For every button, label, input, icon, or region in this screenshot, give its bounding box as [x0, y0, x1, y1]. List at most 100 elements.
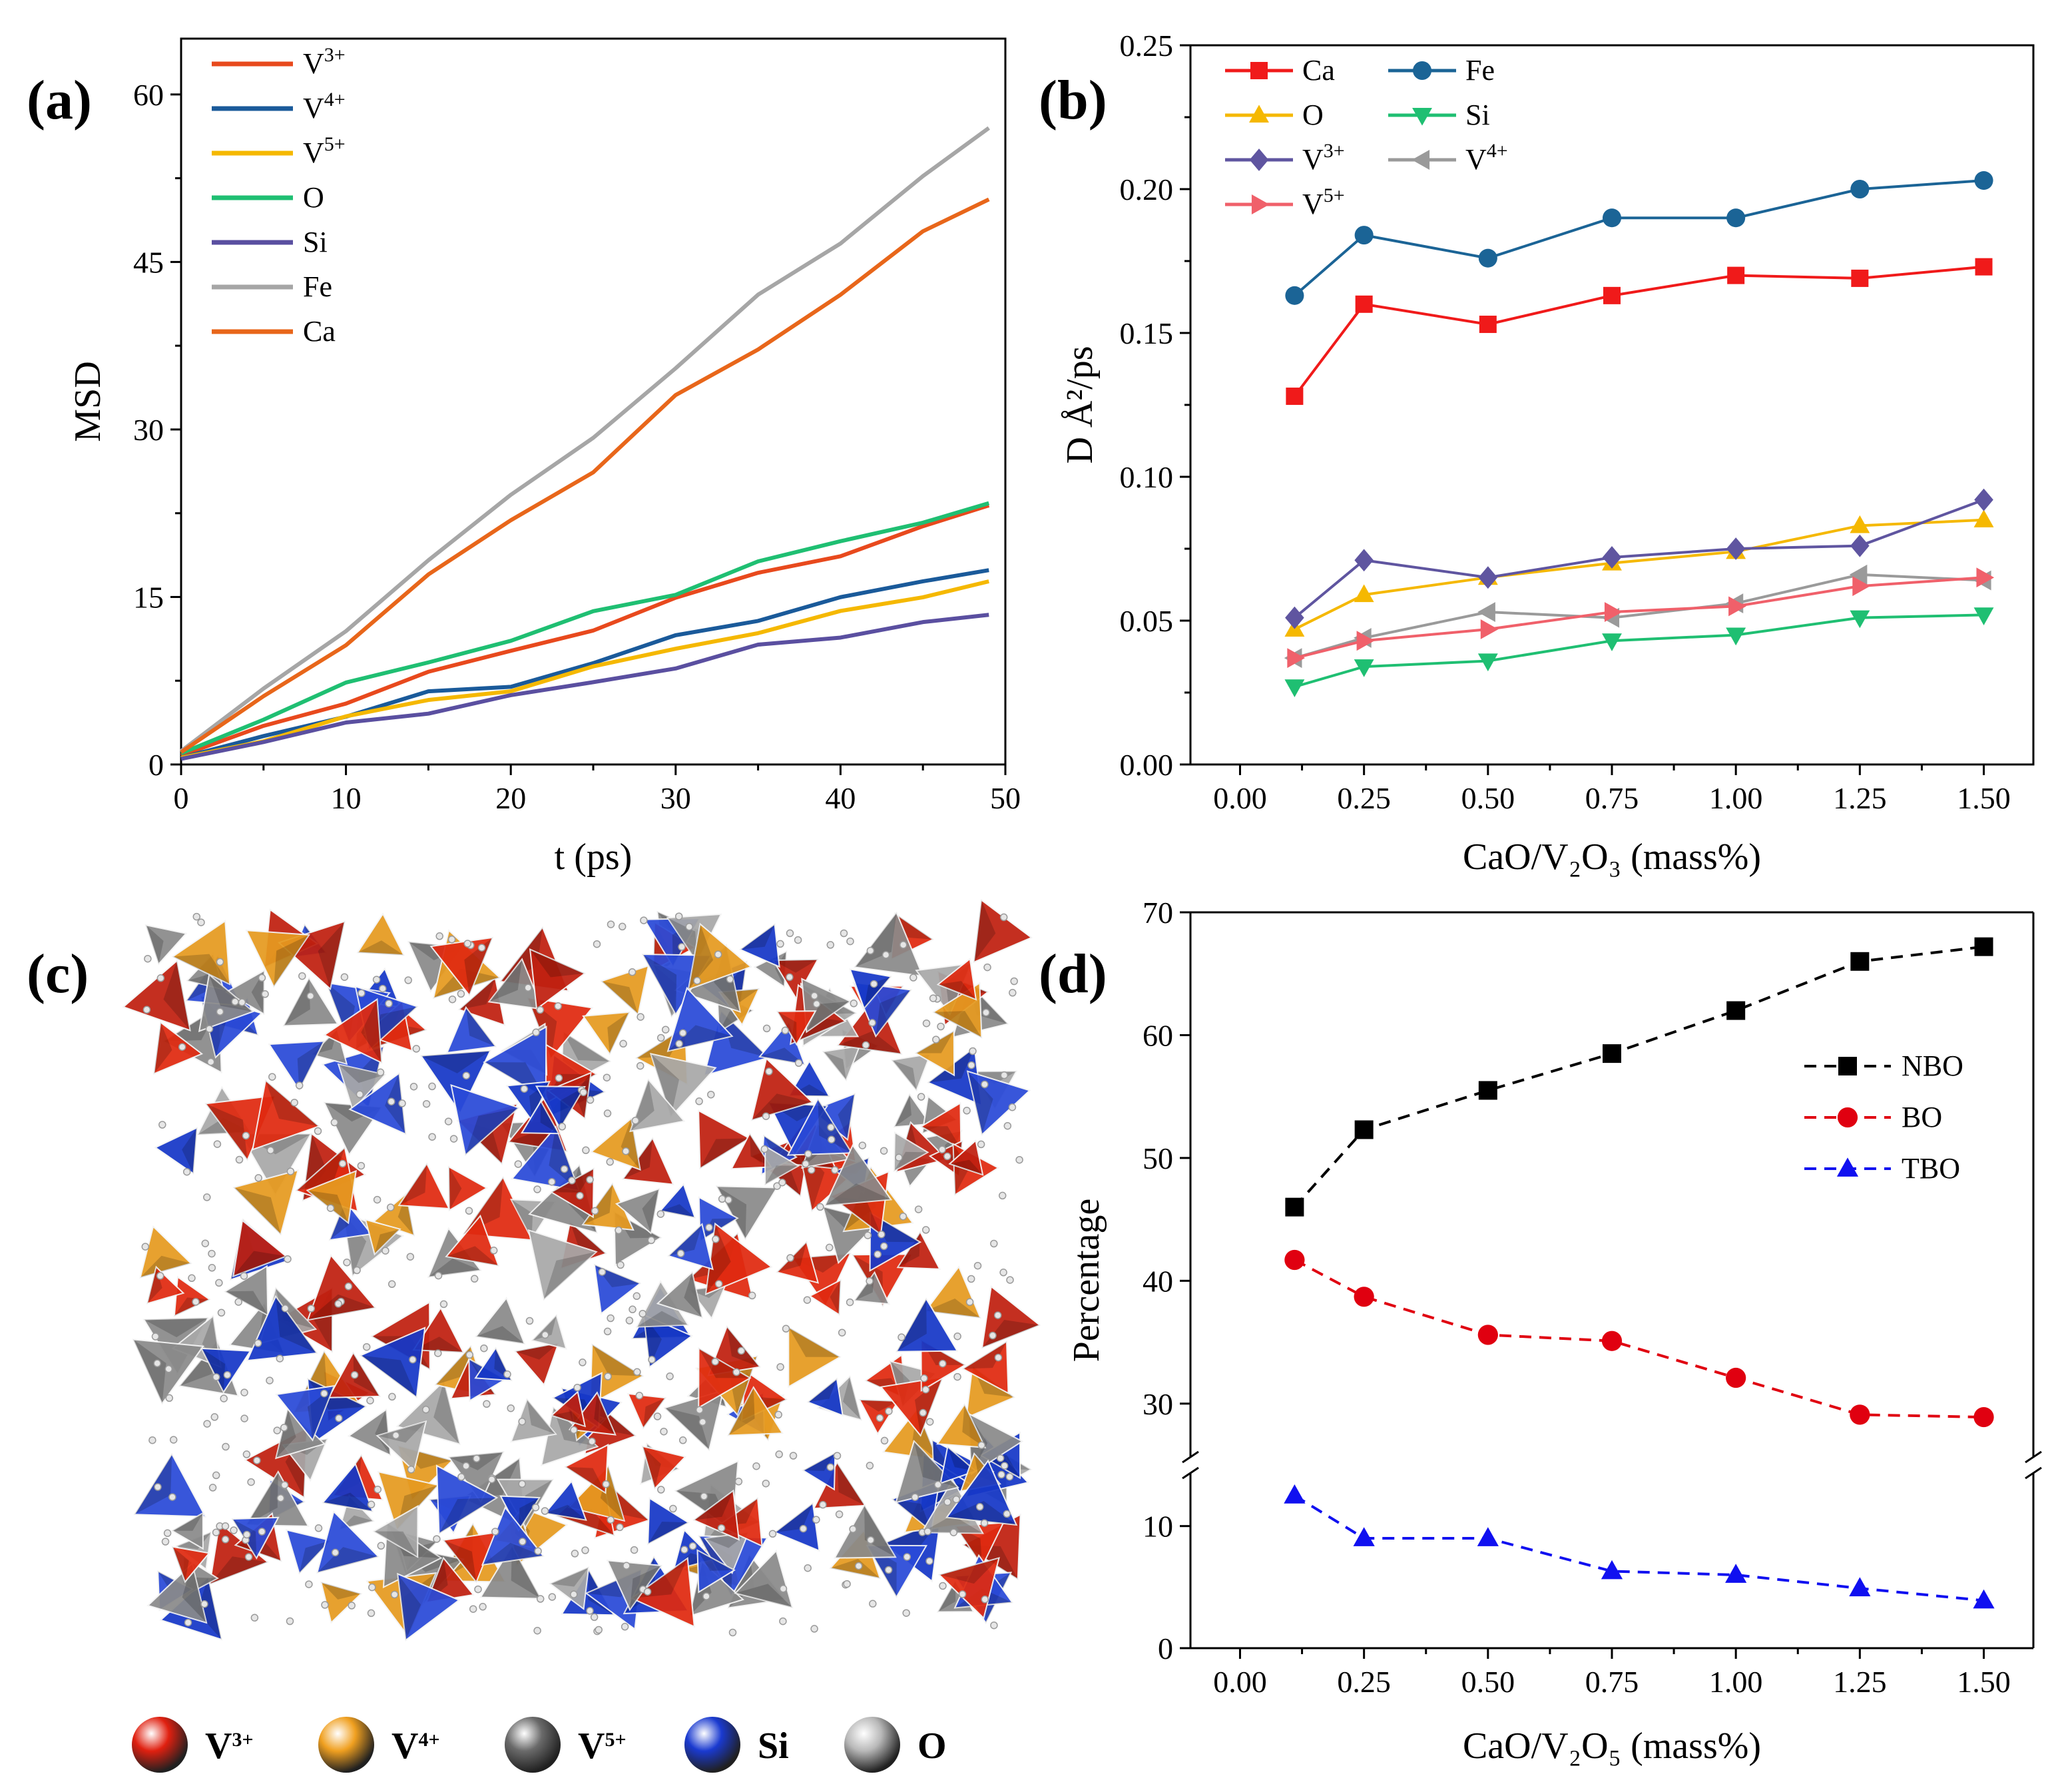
y-tick-label: 30	[1143, 1387, 1173, 1421]
oxygen-atom	[789, 1452, 798, 1460]
data-point-nbo	[1285, 1197, 1304, 1217]
tetrahedron-shade	[824, 1183, 892, 1206]
oxygen-atom	[373, 1195, 382, 1204]
oxygen-atom	[231, 998, 239, 1006]
oxygen-atom	[240, 1414, 248, 1422]
tetrahedron-face	[692, 1489, 740, 1541]
tetrahedron-shade	[788, 1327, 840, 1357]
oxygen-atom	[903, 1553, 911, 1561]
tetrahedron-shade	[892, 1059, 917, 1091]
legend-marker	[1250, 62, 1268, 79]
oxygen-atom	[374, 1485, 382, 1494]
tetrahedron-face	[321, 1462, 374, 1512]
oxygen-atom	[812, 1516, 820, 1524]
tetrahedron-shade	[693, 1490, 734, 1520]
oxygen-atom	[980, 1519, 989, 1527]
tetrahedron-face	[535, 1085, 586, 1130]
tetrahedron-shade	[921, 1515, 983, 1534]
oxygen-atom	[156, 1272, 164, 1280]
oxygen-atom	[640, 916, 648, 924]
panel-b-letter: (b)	[1039, 69, 1107, 131]
oxygen-atom	[531, 1503, 540, 1512]
oxygen-atom	[899, 941, 907, 949]
axis-break-mark	[2025, 1466, 2042, 1480]
x-tick-label: 10	[331, 781, 362, 815]
y-axis-title: MSD	[67, 361, 109, 442]
oxygen-atom	[714, 950, 722, 958]
x-tick-label: 0.00	[1213, 1665, 1267, 1699]
oxygen-atom	[676, 1249, 685, 1258]
oxygen-atom	[447, 935, 456, 944]
tetrahedron-face	[359, 1327, 426, 1399]
tetrahedron-shade	[439, 1498, 497, 1534]
y-tick-label: 45	[133, 245, 164, 279]
tetrahedron-face	[627, 1392, 667, 1430]
tetrahedron-shade	[515, 1343, 559, 1360]
tetrahedron-face	[282, 976, 340, 1027]
oxygen-atom	[807, 1166, 816, 1174]
oxygen-atom	[656, 1210, 665, 1218]
tetrahedron-face	[316, 1510, 380, 1574]
tetrahedron-shade	[443, 1540, 477, 1582]
atom-legend-label: O	[917, 1725, 947, 1767]
tetrahedron-face	[543, 1480, 587, 1521]
oxygen-atom	[693, 977, 701, 985]
tetrahedron-face	[656, 1271, 703, 1319]
tetrahedron-shade	[933, 1011, 982, 1038]
tetrahedron-face	[663, 1389, 724, 1452]
tetrahedron-shade	[563, 1032, 611, 1061]
oxygen-atom	[635, 1391, 644, 1400]
tetrahedron-face	[275, 1384, 336, 1442]
oxygen-atom	[343, 1259, 351, 1267]
oxygen-atom	[762, 1112, 770, 1120]
data-point-tbo	[1353, 1527, 1375, 1546]
oxygen-atom	[242, 1131, 250, 1140]
oxygen-atom	[760, 1145, 769, 1153]
y-tick-label: 0	[1158, 1632, 1173, 1665]
legend-label: Si	[303, 226, 328, 258]
x-tick-label: 1.00	[1709, 1665, 1763, 1699]
oxygen-atom	[603, 1327, 612, 1336]
oxygen-atom	[705, 1223, 713, 1232]
data-point-nbo	[1974, 937, 1993, 956]
legend-marker	[1412, 107, 1432, 126]
tetrahedron-shade	[565, 1466, 606, 1493]
tetrahedron-shade	[172, 954, 230, 985]
tetrahedron-shade	[358, 940, 404, 956]
tetrahedron-shade	[464, 937, 493, 996]
oxygen-atom	[222, 1442, 230, 1451]
data-point-fe	[1478, 248, 1497, 268]
tetrahedron-face	[734, 1549, 794, 1609]
oxygen-atom	[581, 1546, 589, 1554]
oxygen-atom	[520, 1085, 529, 1093]
oxygen-atom	[210, 1413, 219, 1421]
tetrahedron-shade	[621, 1118, 641, 1170]
oxygen-atom	[700, 1492, 708, 1500]
legend-label: V5+	[303, 133, 346, 169]
tetrahedron-face	[328, 1199, 373, 1241]
series-line-bo	[1294, 1259, 1984, 1419]
oxygen-atom	[864, 1231, 872, 1239]
data-point-fe	[1850, 179, 1870, 199]
tetrahedron-face	[445, 1214, 500, 1267]
tetrahedron-face	[364, 1219, 401, 1256]
oxygen-atom	[206, 1057, 215, 1066]
oxygen-atom	[163, 1529, 172, 1538]
tetrahedron-shade	[549, 1127, 579, 1191]
x-tick-label: 0.00	[1213, 781, 1267, 815]
oxygen-atom	[595, 1626, 603, 1634]
oxygen-atom	[295, 1081, 304, 1089]
series-line-fe	[180, 126, 991, 753]
tetrahedron-face	[232, 1219, 288, 1277]
oxygen-atom	[607, 1314, 615, 1323]
data-point-v-4plus	[1477, 602, 1495, 622]
tetrahedron-shade	[642, 954, 677, 1015]
tetrahedron-shade	[790, 1017, 846, 1044]
tetrahedron-shade	[637, 1311, 688, 1327]
tetrahedron-shade	[921, 1126, 961, 1149]
tetrahedron-shade	[706, 1223, 731, 1295]
oxygen-atom	[514, 1160, 523, 1168]
series-line-si	[1294, 613, 1984, 689]
tetrahedron-shade	[607, 1012, 630, 1054]
